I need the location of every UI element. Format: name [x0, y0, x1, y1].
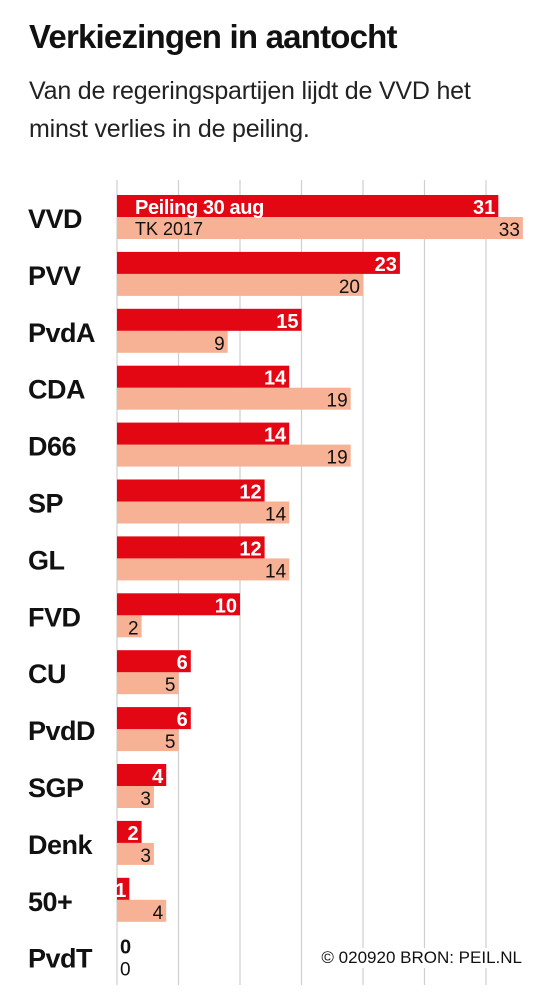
- value-label-tk2017: 3: [140, 846, 151, 867]
- category-label: CU: [28, 659, 66, 689]
- value-label-peiling: 14: [264, 368, 287, 390]
- bar-tk2017: [117, 558, 290, 581]
- category-label: SP: [28, 489, 64, 519]
- bar-tk2017: [117, 615, 142, 638]
- chart-subtitle: Van de regeringspartijen lijdt de VVD he…: [29, 77, 471, 143]
- bar-peiling: [117, 422, 290, 445]
- value-label-tk2017: 5: [165, 732, 176, 753]
- category-label: SGP: [28, 773, 84, 803]
- value-label-tk2017: 20: [339, 277, 360, 298]
- value-label-peiling: 1: [115, 880, 126, 902]
- value-label-peiling: 2: [127, 823, 138, 845]
- category-label: Denk: [28, 830, 94, 860]
- value-label-peiling: 6: [177, 652, 188, 674]
- value-label-tk2017: 2: [128, 618, 139, 639]
- bar-tk2017: [117, 273, 363, 296]
- bar-tk2017: [117, 501, 290, 524]
- value-label-tk2017: 19: [327, 448, 348, 469]
- bar-tk2017: [117, 444, 351, 467]
- category-label: PvdA: [28, 318, 95, 348]
- value-label-peiling: 6: [177, 709, 188, 731]
- value-label-tk2017: 33: [499, 220, 520, 241]
- bar-peiling: [117, 707, 191, 730]
- legend-peiling: Peiling 30 aug: [135, 197, 264, 219]
- category-label: PvdT: [28, 944, 93, 974]
- source-credit: © 020920 BRON: PEIL.NL: [317, 948, 522, 968]
- bar-peiling: [117, 820, 142, 843]
- value-label-peiling: 10: [215, 595, 237, 617]
- value-label-tk2017: 14: [265, 505, 287, 526]
- category-label: CDA: [28, 375, 85, 405]
- bar-tk2017: [117, 387, 351, 410]
- value-label-tk2017: 14: [265, 561, 287, 582]
- bar-peiling: [117, 479, 265, 502]
- category-label: D66: [28, 432, 77, 462]
- bar-peiling: [117, 650, 191, 673]
- value-label-tk2017: 3: [140, 789, 151, 810]
- category-label: FVD: [28, 602, 81, 632]
- value-label-tk2017: 5: [165, 675, 176, 696]
- bar-tk2017: [117, 786, 154, 808]
- bar-tk2017: [117, 729, 179, 752]
- category-label: 50+: [28, 887, 72, 917]
- category-label: VVD: [28, 204, 82, 234]
- bar-peiling: [117, 877, 130, 900]
- value-label-tk2017: 0: [120, 960, 131, 981]
- bar-tk2017: [117, 899, 167, 922]
- value-label-tk2017: 9: [214, 334, 225, 355]
- bar-tk2017: [117, 217, 523, 239]
- value-label-peiling: 4: [152, 766, 164, 788]
- bar-peiling: [117, 764, 167, 786]
- chart-title: Verkiezingen in aantocht: [29, 18, 398, 55]
- bar-peiling: [117, 195, 499, 217]
- bar-peiling: [117, 593, 240, 616]
- value-label-tk2017: 19: [327, 391, 348, 412]
- legend-tk2017: TK 2017: [135, 219, 203, 239]
- bar-peiling: [117, 365, 290, 388]
- category-label: GL: [28, 545, 65, 575]
- value-label-peiling: 15: [276, 311, 298, 333]
- category-label: PvdD: [28, 716, 95, 746]
- bar-peiling: [117, 308, 302, 331]
- value-label-peiling: 12: [239, 482, 261, 504]
- bar-tk2017: [117, 672, 179, 695]
- category-label: PVV: [28, 261, 81, 291]
- value-label-peiling: 12: [239, 538, 261, 560]
- value-label-peiling: 23: [375, 254, 397, 276]
- bar-peiling: [117, 536, 265, 559]
- value-label-tk2017: 4: [153, 903, 164, 924]
- bar-tk2017: [117, 842, 154, 865]
- bar-tk2017: [117, 330, 228, 353]
- value-label-peiling: 0: [120, 937, 131, 959]
- value-label-peiling: 14: [264, 425, 287, 447]
- value-label-peiling: 31: [473, 197, 495, 219]
- bar-peiling: [117, 251, 400, 274]
